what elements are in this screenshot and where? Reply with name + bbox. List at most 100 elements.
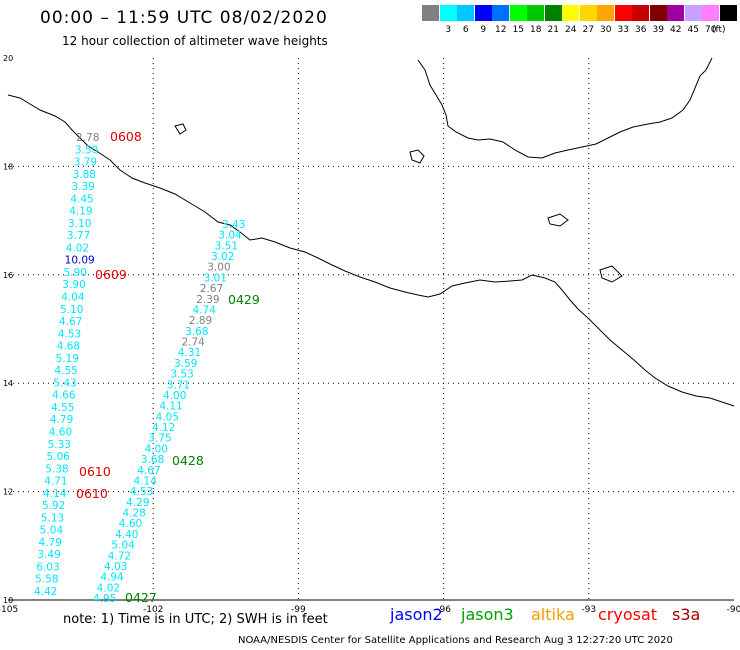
track-a-value: 3.77: [67, 230, 90, 242]
track-b-value: 3.01: [204, 272, 227, 284]
track-b-value: 4.05: [156, 411, 179, 423]
time-label: 0608: [110, 129, 142, 144]
track-b-value: 5.04: [111, 540, 135, 552]
track-a-value: 3.39: [71, 181, 94, 193]
legend-swatch: [649, 5, 667, 21]
lon-tick-label: -96: [436, 605, 451, 615]
satellite-label-jason2: jason2: [390, 605, 443, 624]
track-a-value: 4.19: [69, 206, 92, 218]
satellite-label-jason3: jason3: [461, 605, 514, 624]
coastline-gulf: [417, 57, 713, 159]
legend-swatch: [597, 5, 614, 21]
legend-swatch: [509, 5, 527, 21]
legend-swatch: [544, 5, 562, 21]
track-b-value: 4.03: [104, 561, 127, 573]
track-a-value: 3.10: [68, 218, 91, 230]
track-a-value: 4.42: [34, 586, 57, 598]
track-a-value: 4.55: [51, 402, 74, 414]
track-b-value: 4.67: [137, 465, 160, 477]
track-b-value: 3.02: [211, 251, 234, 263]
legend-swatch: [457, 5, 474, 21]
track-b-value: 4.29: [126, 497, 149, 509]
track-b-value: 4.95: [93, 593, 116, 605]
track-a-value: 5.19: [56, 353, 79, 365]
track-a-value: 4.04: [61, 292, 85, 304]
island-3: [599, 265, 623, 283]
track-b-value: 3.51: [215, 240, 238, 252]
track-a-value: 3.49: [37, 549, 60, 561]
time-label: 0610: [79, 464, 111, 479]
legend-label: 6: [462, 25, 469, 35]
track-b-value: 3.68: [141, 454, 164, 466]
lat-tick-label: 16: [3, 271, 13, 280]
track-a-value: 4.71: [44, 476, 67, 488]
legend-label: 42: [670, 25, 682, 35]
legend-swatch: [474, 5, 492, 21]
legend-label: 15: [512, 25, 524, 35]
track-a-value: 4.68: [57, 341, 80, 353]
lat-tick-label: 18: [3, 162, 13, 171]
track-a-value: 5.06: [46, 451, 70, 463]
legend-swatch: [422, 5, 439, 21]
time-label: 0428: [172, 453, 204, 468]
legend-label: 3: [445, 25, 452, 35]
track-b-value: 4.28: [122, 508, 145, 520]
track-b-value: 4.14: [134, 475, 158, 487]
legend-label: 39: [652, 25, 664, 35]
legend-label: 18: [530, 25, 542, 35]
track-b-value: 4.02: [97, 582, 120, 594]
track-b-value: 4.00: [163, 390, 186, 402]
lon-tick-label: -99: [291, 605, 306, 615]
legend-swatch: [439, 5, 457, 21]
track-a-values: 2.783.503.793.883.394.454.193.103.774.02…: [34, 132, 99, 598]
track-b-value: 3.75: [148, 433, 171, 445]
legend-swatch: [562, 5, 579, 21]
track-b-value: 2.67: [200, 283, 223, 295]
track-b-value: 2.74: [181, 337, 205, 349]
satellite-label-cryosat: cryosat: [598, 605, 658, 624]
track-a-value: 5.38: [45, 463, 68, 475]
legend-swatch: [702, 5, 719, 21]
track-a-value: 4.53: [58, 328, 81, 340]
chart-subtitle: 12 hour collection of altimeter wave hei…: [62, 34, 328, 48]
legend-swatch: [614, 5, 632, 21]
track-b-value: 4.40: [115, 529, 138, 541]
time-label: 0429: [228, 292, 260, 307]
track-b-value: 3.53: [170, 369, 193, 381]
legend-label: 45: [687, 25, 699, 35]
track-a-value: 3.79: [74, 157, 97, 169]
satellite-label-s3a: s3a: [672, 605, 701, 624]
legend-label: 21: [547, 25, 559, 35]
track-b-value: 4.12: [152, 422, 175, 434]
time-label: 0610: [76, 486, 108, 501]
lon-tick-label: -90: [727, 605, 740, 615]
axis-tick-labels: -105 -102 -99 -96 -93 -90 20 18 16 14 12 10: [0, 54, 740, 615]
track-b-value: 4.60: [119, 518, 142, 530]
track-b-value: 3.68: [185, 326, 208, 338]
legend-label: 9: [480, 25, 487, 35]
track-a-value: 4.14: [43, 488, 67, 500]
legend-swatch: [684, 5, 702, 21]
legend-label: 24: [565, 25, 577, 35]
time-label: 0427: [125, 590, 157, 605]
track-b-value: 3.71: [167, 379, 190, 391]
track-a-value: 3.88: [73, 169, 96, 181]
legend-swatch: [632, 5, 649, 21]
satellite-label-altika: altika: [531, 605, 575, 624]
legend-swatch: [492, 5, 509, 21]
island-1: [409, 149, 425, 164]
track-a-value: 4.79: [39, 537, 62, 549]
lat-tick-label: 20: [3, 54, 13, 63]
track-b-value: 3.59: [174, 358, 197, 370]
legend-unit: (ft): [712, 25, 726, 35]
coastline-path: [7, 94, 735, 407]
track-a-value: 4.02: [66, 242, 89, 254]
legend-label: 33: [617, 25, 629, 35]
track-a-value: 5.13: [41, 512, 64, 524]
track-b-value: 3.04: [218, 230, 242, 242]
legend-label: 12: [495, 25, 507, 35]
legend-swatch: [527, 5, 544, 21]
island-4: [174, 123, 187, 135]
coastline: [7, 57, 735, 407]
